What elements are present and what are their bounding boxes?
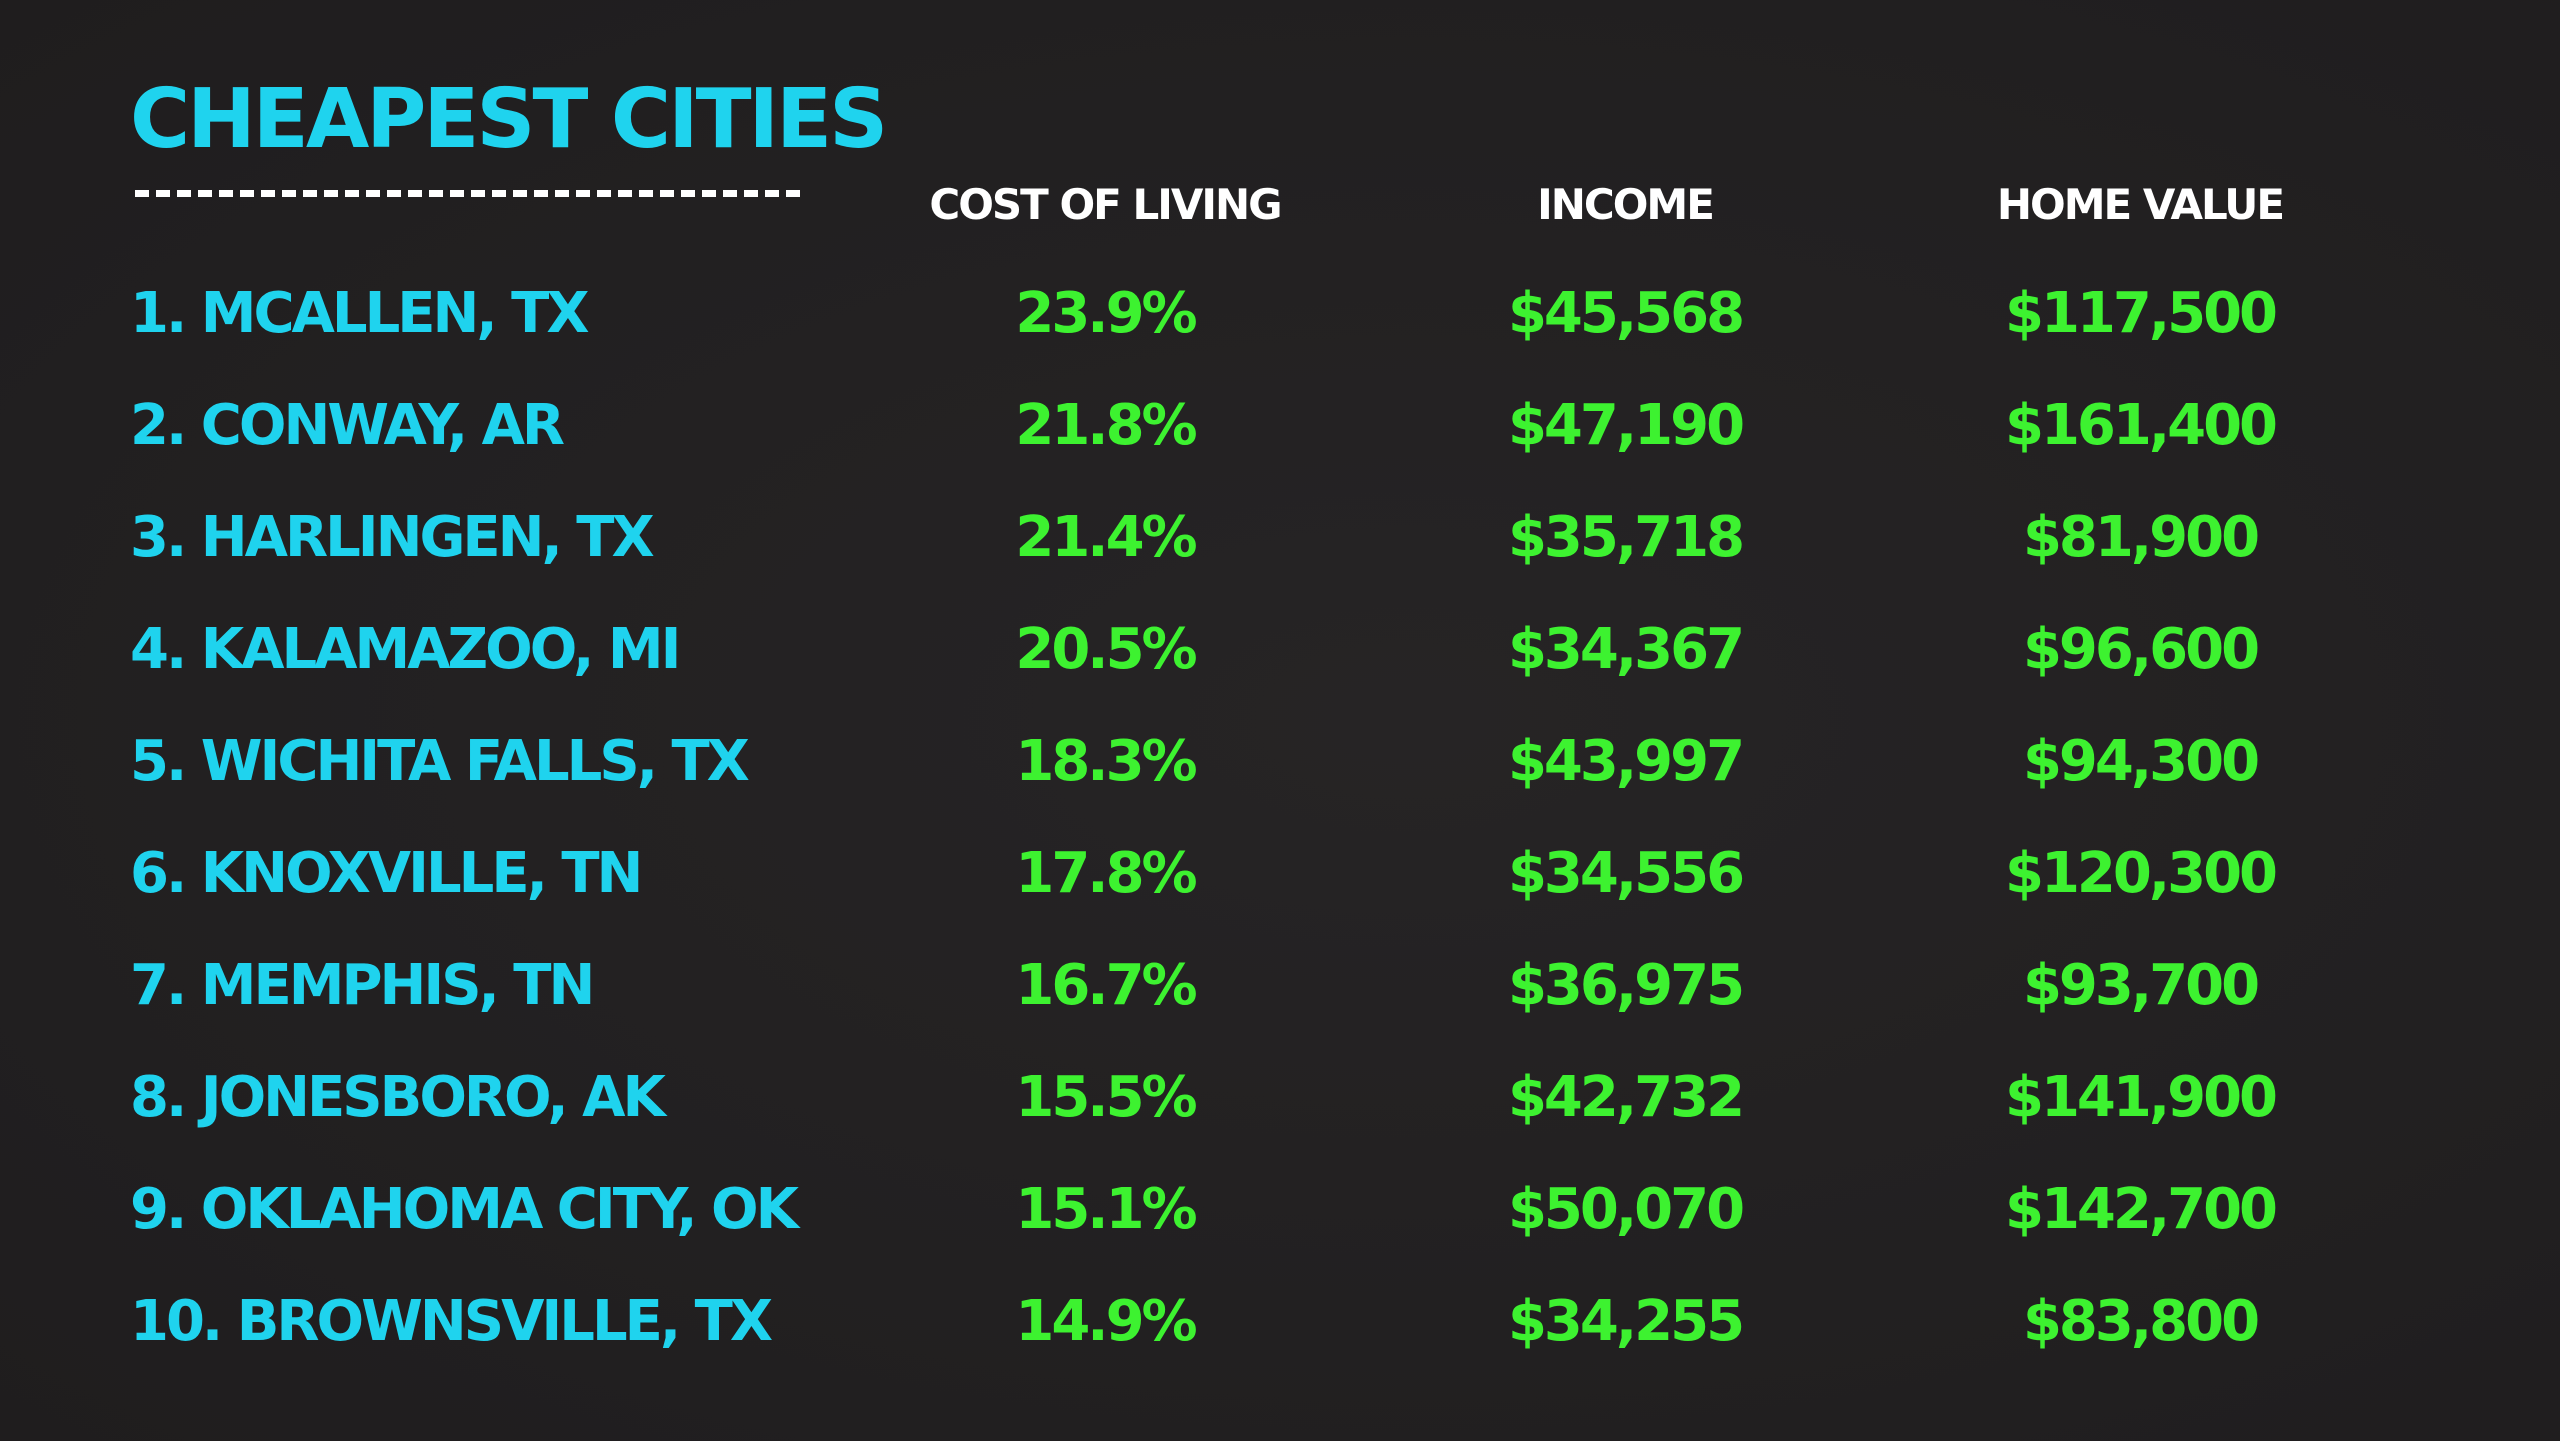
home-value-value: $96,600 xyxy=(2022,617,2260,682)
city-name: 8. JONESBORO, AK xyxy=(130,1065,666,1130)
cost-of-living-value: 18.3% xyxy=(1015,729,1197,794)
city-name: 5. WICHITA FALLS, TX xyxy=(130,729,750,794)
cost-of-living-value: 23.9% xyxy=(1015,281,1197,346)
home-value-value: $94,300 xyxy=(2022,729,2260,794)
income-value: $34,556 xyxy=(1507,841,1745,906)
cost-of-living-value: 15.1% xyxy=(1015,1177,1197,1242)
income-value: $47,190 xyxy=(1507,393,1745,458)
city-name: 1. MCALLEN, TX xyxy=(130,281,590,346)
income-value: $42,732 xyxy=(1507,1065,1745,1130)
cost-of-living-value: 15.5% xyxy=(1015,1065,1197,1130)
home-value-value: $117,500 xyxy=(2004,281,2278,346)
table-row: 9. OKLAHOMA CITY, OK 15.1% $50,070 $142,… xyxy=(0,1154,2560,1266)
home-value-value: $142,700 xyxy=(2004,1177,2278,1242)
income-value: $50,070 xyxy=(1507,1177,1745,1242)
income-value: $45,568 xyxy=(1507,281,1745,346)
income-value: $34,255 xyxy=(1507,1289,1745,1354)
table-row: 4. KALAMAZOO, MI 20.5% $34,367 $96,600 xyxy=(0,594,2560,706)
header-home-value: HOME VALUE xyxy=(1996,180,2285,229)
city-name: 7. MEMPHIS, TN xyxy=(130,953,595,1018)
table-row: 3. HARLINGEN, TX 21.4% $35,718 $81,900 xyxy=(0,482,2560,594)
header-income: INCOME xyxy=(1537,180,1715,229)
table-row: 1. MCALLEN, TX 23.9% $45,568 $117,500 xyxy=(0,258,2560,370)
income-value: $35,718 xyxy=(1507,505,1745,570)
title-divider xyxy=(135,190,800,197)
income-value: $34,367 xyxy=(1507,617,1745,682)
home-value-value: $83,800 xyxy=(2022,1289,2260,1354)
cost-of-living-value: 21.4% xyxy=(1015,505,1197,570)
table-row: 10. BROWNSVILLE, TX 14.9% $34,255 $83,80… xyxy=(0,1266,2560,1378)
city-name: 6. KNOXVILLE, TN xyxy=(130,841,643,906)
table-row: 7. MEMPHIS, TN 16.7% $36,975 $93,700 xyxy=(0,930,2560,1042)
table-row: 8. JONESBORO, AK 15.5% $42,732 $141,900 xyxy=(0,1042,2560,1154)
cost-of-living-value: 21.8% xyxy=(1015,393,1197,458)
cost-of-living-value: 14.9% xyxy=(1015,1289,1197,1354)
table-row: 2. CONWAY, AR 21.8% $47,190 $161,400 xyxy=(0,370,2560,482)
header-cost-of-living: COST OF LIVING xyxy=(929,180,1282,229)
page-title: CHEAPEST CITIES xyxy=(130,72,888,167)
income-value: $43,997 xyxy=(1507,729,1745,794)
cities-table: 1. MCALLEN, TX 23.9% $45,568 $117,500 2.… xyxy=(0,258,2560,1378)
table-row: 5. WICHITA FALLS, TX 18.3% $43,997 $94,3… xyxy=(0,706,2560,818)
home-value-value: $141,900 xyxy=(2004,1065,2278,1130)
city-name: 2. CONWAY, AR xyxy=(130,393,565,458)
income-value: $36,975 xyxy=(1507,953,1745,1018)
table-row: 6. KNOXVILLE, TN 17.8% $34,556 $120,300 xyxy=(0,818,2560,930)
city-name: 4. KALAMAZOO, MI xyxy=(130,617,681,682)
cost-of-living-value: 20.5% xyxy=(1015,617,1197,682)
cost-of-living-value: 17.8% xyxy=(1015,841,1197,906)
city-name: 10. BROWNSVILLE, TX xyxy=(130,1289,773,1354)
cost-of-living-value: 16.7% xyxy=(1015,953,1197,1018)
city-name: 9. OKLAHOMA CITY, OK xyxy=(130,1177,799,1242)
home-value-value: $93,700 xyxy=(2022,953,2260,1018)
home-value-value: $161,400 xyxy=(2004,393,2278,458)
city-name: 3. HARLINGEN, TX xyxy=(130,505,655,570)
home-value-value: $81,900 xyxy=(2022,505,2260,570)
home-value-value: $120,300 xyxy=(2004,841,2278,906)
